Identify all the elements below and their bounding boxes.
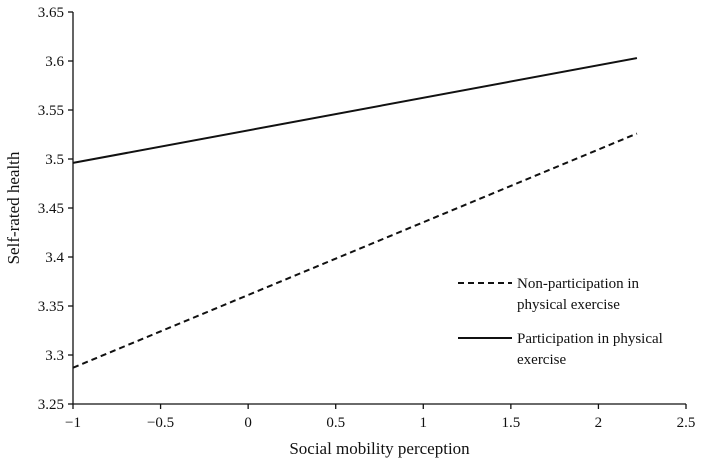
x-tick-label: 1.5 xyxy=(501,415,520,431)
legend-label: Participation in physical xyxy=(517,331,663,347)
y-tick-label: 3.3 xyxy=(45,348,64,364)
series-line-non-participation xyxy=(72,132,638,369)
x-tick-label: 2.5 xyxy=(677,415,696,431)
y-tick-label: 3.5 xyxy=(45,152,64,168)
y-tick-label: 3.4 xyxy=(45,250,64,266)
y-tick-label: 3.55 xyxy=(38,103,64,119)
y-tick-label: 3.45 xyxy=(38,201,64,217)
series-layer xyxy=(72,57,638,369)
y-tick-label: 3.25 xyxy=(38,397,64,413)
x-tick-label: 1 xyxy=(420,415,428,431)
y-tick-label: 3.35 xyxy=(38,299,64,315)
y-axis-ticks: 3.25 3.3 3.35 3.4 3.45 3.5 3.55 3.6 3.65 xyxy=(38,5,73,413)
x-axis-ticks: −1 −0.5 0 0.5 1 1.5 2 2.5 xyxy=(65,404,695,431)
legend: Non-participation in physical exercise Par… xyxy=(458,276,663,368)
legend-label: Non-participation in xyxy=(517,276,640,292)
x-axis-title: Social mobility perception xyxy=(289,439,470,458)
y-tick-label: 3.65 xyxy=(38,5,64,21)
x-tick-label: 0 xyxy=(244,415,252,431)
x-tick-label: −1 xyxy=(65,415,81,431)
legend-label: exercise xyxy=(517,352,566,368)
x-tick-label: 2 xyxy=(595,415,603,431)
y-axis-title: Self-rated health xyxy=(4,151,23,264)
x-tick-label: 0.5 xyxy=(326,415,345,431)
x-tick-label: −0.5 xyxy=(147,415,174,431)
legend-label: physical exercise xyxy=(517,297,620,313)
series-line-participation xyxy=(72,57,638,164)
y-tick-label: 3.6 xyxy=(45,54,64,70)
